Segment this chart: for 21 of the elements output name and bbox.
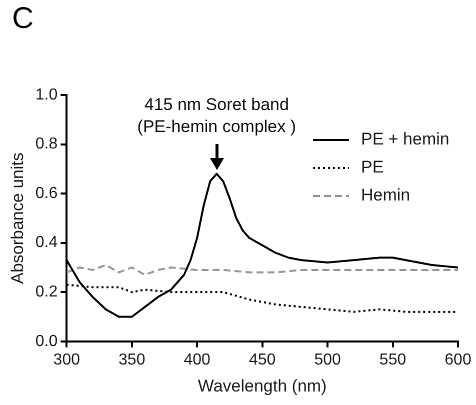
y-tick-label: 0.0	[35, 332, 58, 350]
x-tick-label: 300	[53, 351, 80, 368]
y-tick-label: 0.2	[35, 284, 58, 301]
x-tick-label: 500	[314, 351, 341, 368]
x-tick-label: 400	[184, 351, 211, 368]
legend-label: PE + hemin	[361, 130, 450, 149]
line-series	[66, 264, 458, 276]
legend-label: PE	[361, 158, 384, 177]
y-tick-label: 0.4	[35, 234, 58, 252]
x-tick-label: 550	[379, 351, 406, 368]
y-tick-label: 1.0	[35, 86, 58, 104]
y-axis-title: Absorbance units	[8, 152, 27, 284]
y-tick-label: 0.8	[35, 136, 58, 153]
y-tick-label: 0.6	[35, 184, 58, 202]
x-tick-label: 350	[118, 351, 146, 368]
legend-label: Hemin	[361, 186, 410, 205]
chart-title: C	[12, 2, 34, 36]
x-tick-label: 600	[444, 351, 472, 368]
annotation: 415 nm Soret band (PE-hemin complex )	[137, 94, 296, 136]
x-tick-label: 450	[248, 351, 276, 368]
x-axis-title: Wavelength (nm)	[198, 376, 327, 396]
